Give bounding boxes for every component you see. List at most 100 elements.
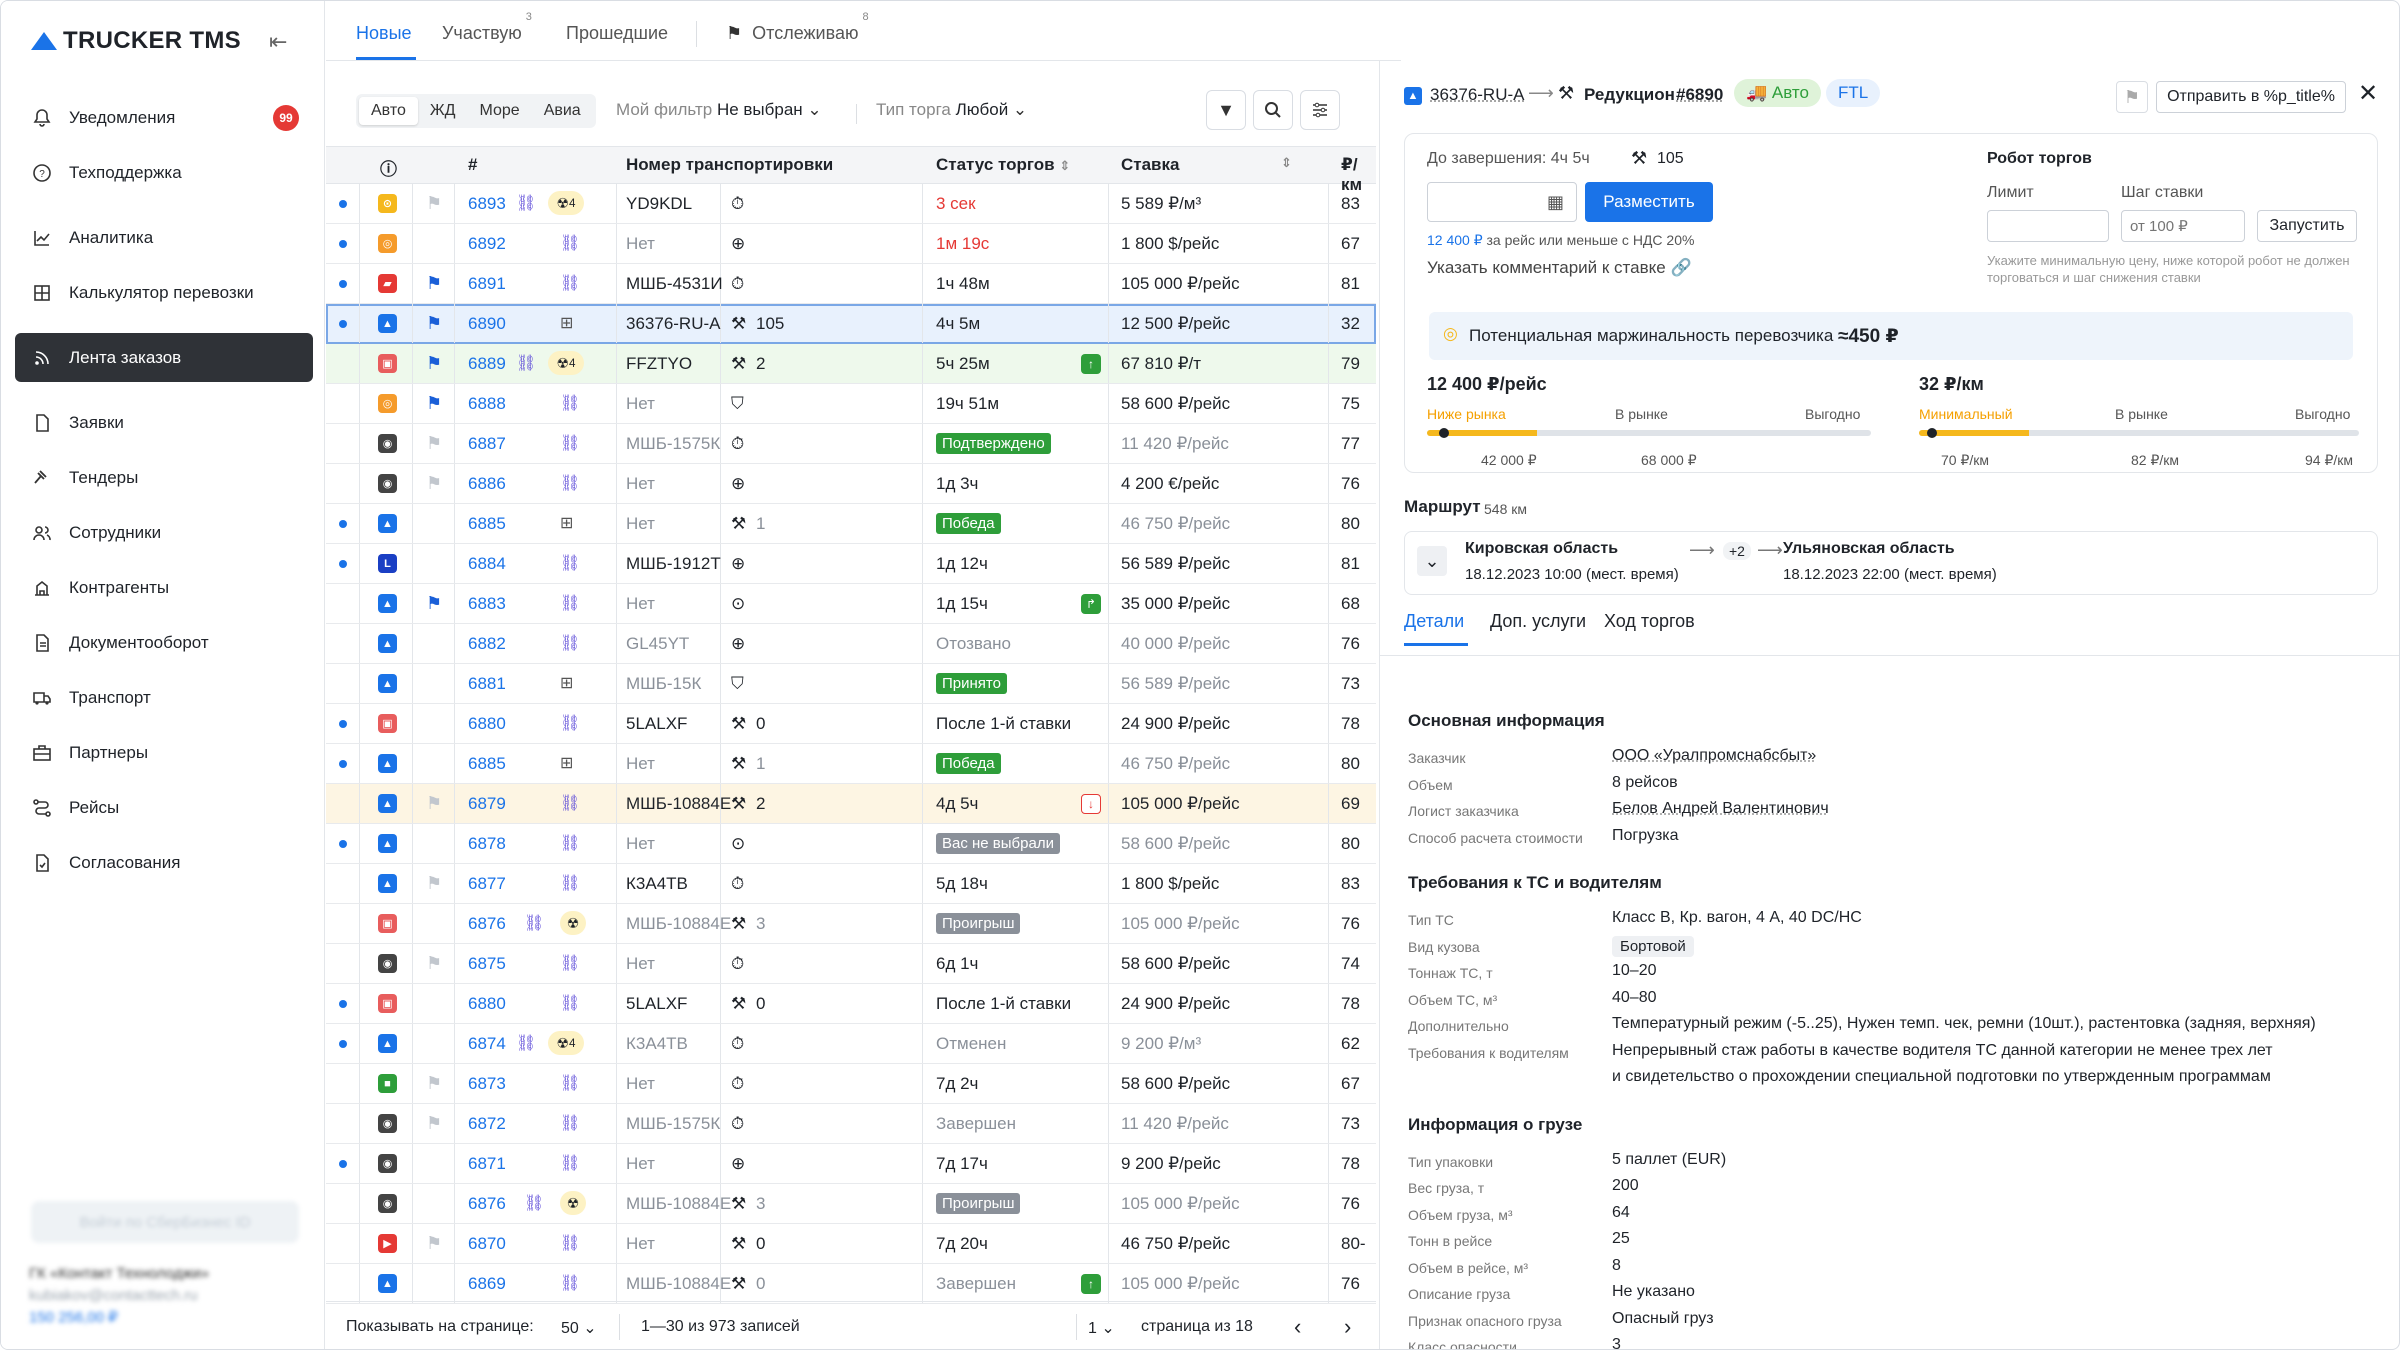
sidebar-item-calculator[interactable]: Калькулятор перевозки [15, 268, 313, 317]
sidebar-item-notifications[interactable]: Уведомления 99 [15, 93, 313, 142]
order-number[interactable]: 6885 [468, 514, 506, 533]
table-row[interactable]: ▶ ⚑ 6870 ⛓ Нет ⚒ 0 7д 20ч 46 750 ₽/рейс 80- [326, 1224, 1376, 1264]
order-number[interactable]: 6877 [468, 874, 506, 893]
table-row[interactable]: ▲ 6881 ⊞ МШБ-15К ⛉ Принято 56 589 ₽/рейс 73 [326, 664, 1376, 704]
order-number[interactable]: 6875 [468, 954, 506, 973]
order-number[interactable]: 6878 [468, 834, 506, 853]
table-row[interactable]: ▲ 6869 ⛓ МШБ-10884Е ⚒ 0 Завершен ↑ 105 000 ₽/рей… [326, 1264, 1376, 1304]
flag-icon[interactable]: ⚑ [426, 953, 443, 973]
flag-icon[interactable]: ⚑ [426, 313, 443, 333]
transport-id[interactable]: 36376-RU-A [1430, 85, 1525, 104]
order-number[interactable]: 6888 [468, 394, 506, 413]
route-card[interactable]: ⌄ Кировская область 18.12.2023 10:00 (ме… [1404, 531, 2378, 595]
table-row[interactable]: ▲ ⚑ 6883 ⛓ Нет ⊙ 1д 15ч ↱ 35 000 ₽/рейс 68 [326, 584, 1376, 624]
order-number[interactable]: 6876 [468, 1194, 506, 1213]
table-row[interactable]: ▲ 6885 ⊞ Нет ⚒ 1 Победа 46 750 ₽/рейс 80 [326, 744, 1376, 784]
limit-input[interactable] [1987, 210, 2109, 242]
run-robot-button[interactable]: Запустить [2257, 210, 2357, 242]
order-number[interactable]: 6880 [468, 714, 506, 733]
order-number[interactable]: 6882 [468, 634, 506, 653]
flag-icon[interactable]: ⚑ [426, 873, 443, 893]
table-row[interactable]: ◎ 6892 ⛓ Нет ⊕ 1м 19с 1 800 $/рейс 67 [326, 224, 1376, 264]
sidebar-item-analytics[interactable]: Аналитика [15, 213, 313, 262]
table-row[interactable]: ▲ 6882 ⛓ GL45YT ⊕ Отозвано 40 000 ₽/рейс 76 [326, 624, 1376, 664]
bid-amount-input[interactable]: ▦ [1427, 182, 1577, 222]
flag-icon[interactable]: ⚑ [426, 1113, 443, 1133]
sidebar-item-requests[interactable]: Заявки [15, 398, 313, 447]
table-row[interactable]: ▲ 6885 ⊞ Нет ⚒ 1 Победа 46 750 ₽/рейс 80 [326, 504, 1376, 544]
table-row[interactable]: ◎ ⚑ 6888 ⛓ Нет ⛉ 19ч 51м 58 600 ₽/рейс 75 [326, 384, 1376, 424]
place-bid-button[interactable]: Разместить [1585, 182, 1713, 222]
flag-icon[interactable]: ⚑ [426, 393, 443, 413]
order-number[interactable]: 6874 [468, 1034, 506, 1053]
table-row[interactable]: ▲ ⚑ 6890 ⊞ 36376-RU-A ⚒ 105 4ч 5м 12 500 ₽/рейс 3… [326, 304, 1376, 344]
comment-link[interactable]: Указать комментарий к ставке 🔗 [1427, 258, 1692, 278]
tab-details[interactable]: Детали [1404, 611, 1465, 631]
sidebar-item-partners[interactable]: Партнеры [15, 728, 313, 777]
table-row[interactable]: ▲ 6878 ⛓ Нет ⊙ Вас не выбрали 58 600 ₽/рейс 80 [326, 824, 1376, 864]
filter-button[interactable]: ▼ [1206, 90, 1246, 130]
order-number[interactable]: 6887 [468, 434, 506, 453]
mode-air[interactable]: Авиа [543, 102, 581, 119]
sidebar-item-documents[interactable]: Документооборот [15, 618, 313, 667]
chevron-down-icon[interactable]: ⌄ [1417, 546, 1447, 576]
close-icon[interactable]: ✕ [2358, 80, 2379, 107]
col-status[interactable]: Статус торгов ⇕ [936, 155, 1070, 175]
order-number[interactable]: 6889 [468, 354, 506, 373]
order-number[interactable]: 6883 [468, 594, 506, 613]
table-row[interactable]: ▣ ⚑ 6889 ⛓ ☢ 4 FFZTYO ⚒ 2 5ч 25м ↑ 67 810 ₽/т 79 [326, 344, 1376, 384]
flag-icon[interactable]: ⚑ [426, 593, 443, 613]
col-km[interactable]: ₽/км [1341, 155, 1363, 194]
table-row[interactable]: ◉ ⚑ 6875 ⛓ Нет ⏱ 6д 1ч 58 600 ₽/рейс 74 [326, 944, 1376, 984]
table-row[interactable]: ◉ 6876 ⛓ ☢ МШБ-10884Е ⚒ 3 Проигрыш 105 000 ₽/рей… [326, 1184, 1376, 1224]
sber-login-button[interactable]: Войти по СберБизнес ID [31, 1201, 299, 1243]
order-number[interactable]: 6880 [468, 994, 506, 1013]
table-row[interactable]: ▲ 6874 ⛓ ☢ 4 К3А4ТВ ⏱ Отменен 9 200 ₽/м³ 62 [326, 1024, 1376, 1064]
sidebar-item-tenders[interactable]: Тендеры [15, 453, 313, 502]
order-number[interactable]: 6891 [468, 274, 506, 293]
order-number[interactable]: 6873 [468, 1074, 506, 1093]
tab-new[interactable]: Новые [356, 23, 412, 44]
order-number[interactable]: 6869 [468, 1274, 506, 1293]
order-number[interactable]: 6893 [468, 194, 506, 213]
table-row[interactable]: ◉ 6871 ⛓ Нет ⊕ 7д 17ч 9 200 ₽/рейс 78 [326, 1144, 1376, 1184]
next-page-button[interactable]: › [1344, 1314, 1352, 1339]
table-row[interactable]: L 6884 ⛓ МШБ-1912Т ⊕ 1д 12ч 56 589 ₽/рейс 81 [326, 544, 1376, 584]
order-number[interactable]: 6886 [468, 474, 506, 493]
sidebar-item-counterparties[interactable]: Контрагенты [15, 563, 313, 612]
sidebar-item-orders-feed[interactable]: Лента заказов [15, 333, 313, 382]
flag-icon[interactable]: ⚑ [426, 473, 443, 493]
tab-extra-services[interactable]: Доп. услуги [1490, 611, 1587, 631]
tab-participating[interactable]: Участвую3 [442, 11, 532, 44]
order-number[interactable]: 6884 [468, 554, 506, 573]
table-row[interactable]: ▲ ⚑ 6877 ⛓ К3А4ТВ ⏱ 5д 18ч 1 800 $/рейс 83 [326, 864, 1376, 904]
flag-button[interactable]: ⚑ [2116, 81, 2148, 113]
table-row[interactable]: ◉ ⚑ 6872 ⛓ МШБ-1575К ⏱ Завершен 11 420 ₽/рейс 73 [326, 1104, 1376, 1144]
send-button[interactable]: Отправить в %p_title% [2156, 81, 2346, 113]
flag-icon[interactable]: ⚑ [426, 353, 443, 373]
mode-sea[interactable]: Море [479, 102, 520, 119]
search-button[interactable] [1253, 90, 1293, 130]
flag-icon[interactable]: ⚑ [426, 1073, 443, 1093]
org-info[interactable]: ГК «Контакт Технолоджи» kubiakov@contact… [29, 1263, 299, 1329]
page-select[interactable]: 1 ⌄ [1088, 1320, 1115, 1337]
tab-watching[interactable]: ⚑ Отслеживаю8 [726, 11, 869, 44]
flag-icon[interactable]: ⚑ [426, 793, 443, 813]
sidebar-item-transport[interactable]: Транспорт [15, 673, 313, 722]
flag-icon[interactable]: ⚑ [426, 193, 443, 213]
order-number[interactable]: 6890 [468, 314, 506, 333]
route-stops[interactable]: +2 [1723, 542, 1751, 560]
step-input[interactable] [2121, 210, 2245, 242]
order-number[interactable]: 6885 [468, 754, 506, 773]
table-row[interactable]: ▣ 6880 ⛓ 5LALXF ⚒ 0 После 1-й ставки 24 900 ₽/р… [326, 704, 1376, 744]
order-number[interactable]: 6876 [468, 914, 506, 933]
col-num[interactable]: # [468, 155, 478, 174]
flag-icon[interactable]: ⚑ [426, 1233, 443, 1253]
order-number[interactable]: 6871 [468, 1154, 506, 1173]
table-row[interactable]: ▣ 6876 ⛓ ☢ МШБ-10884Е ⚒ 3 Проигрыш 105 000 ₽/рей… [326, 904, 1376, 944]
trade-num[interactable]: #6890 [1676, 85, 1724, 104]
order-number[interactable]: 6870 [468, 1234, 506, 1253]
order-number[interactable]: 6872 [468, 1114, 506, 1133]
settings-button[interactable] [1300, 90, 1340, 130]
collapse-sidebar-icon[interactable]: ⇤ [269, 29, 288, 54]
